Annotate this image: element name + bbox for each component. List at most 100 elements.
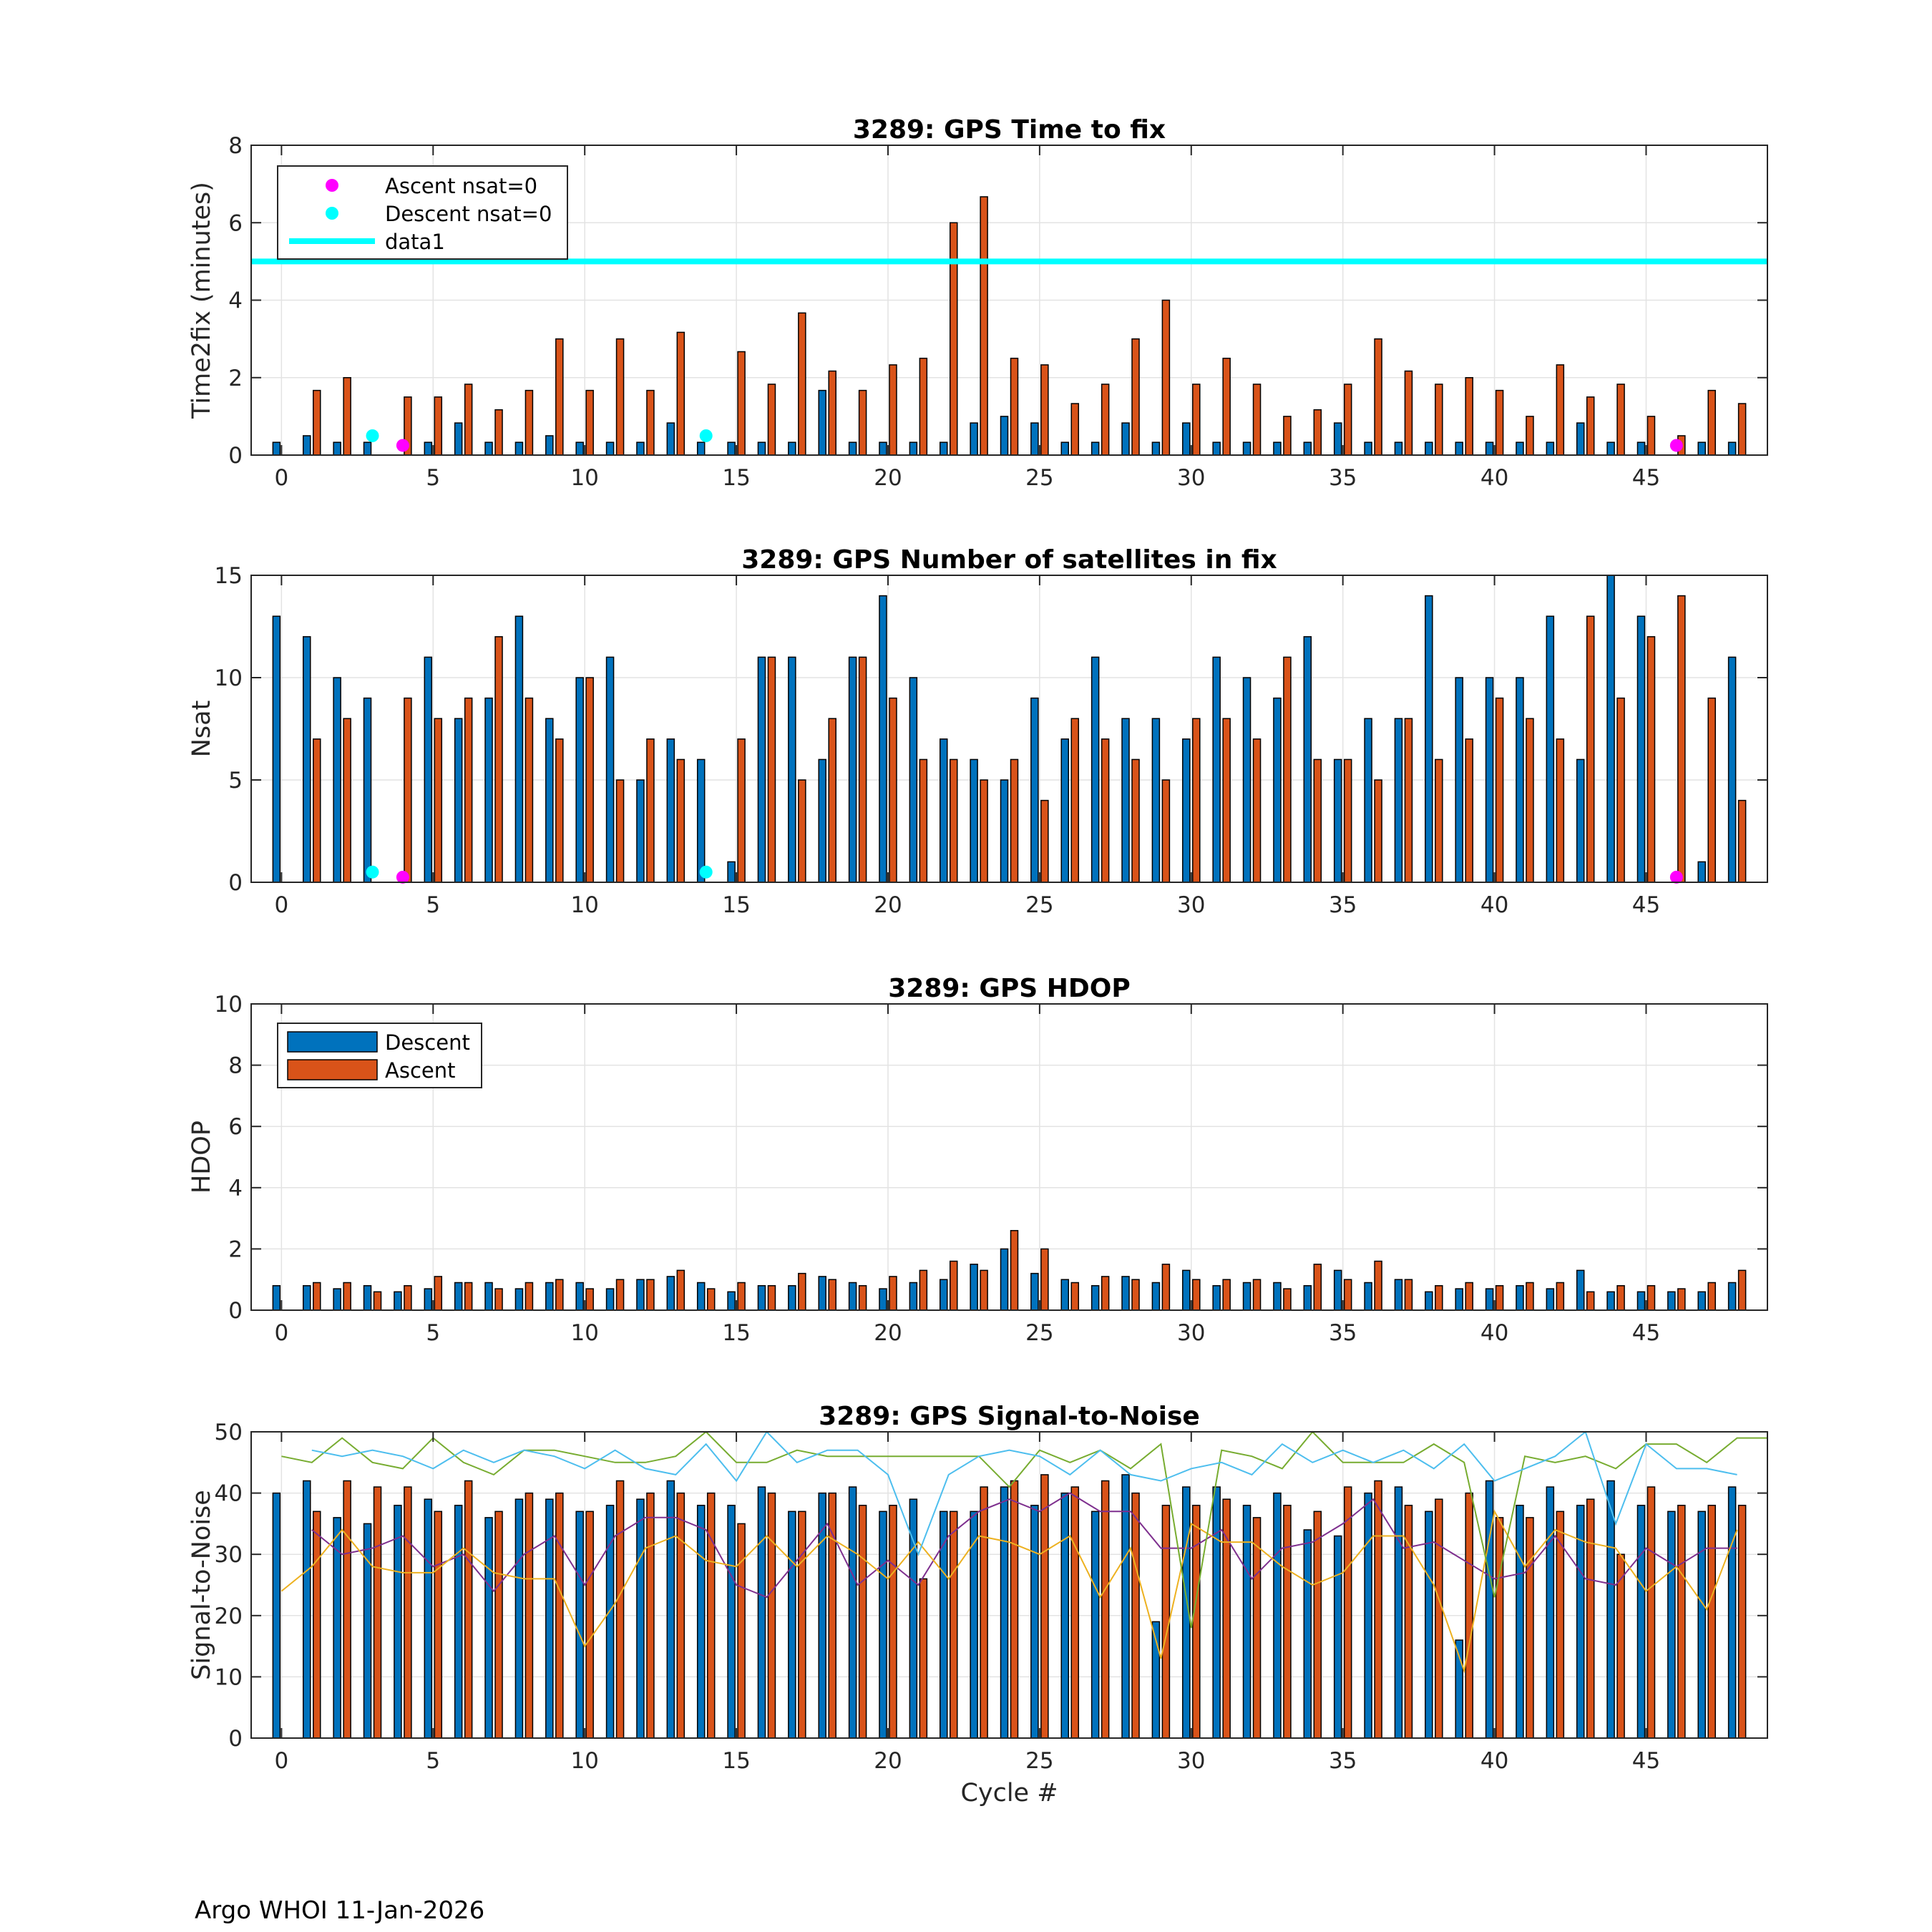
descent-bar [1364, 1492, 1372, 1739]
descent-bar [1151, 441, 1161, 456]
ascent-bar [828, 370, 836, 456]
chart-title: 3289: GPS HDOP [888, 974, 1131, 1003]
ascent-bar [1161, 1264, 1171, 1311]
snr-line [281, 1430, 1767, 1629]
descent-bar [727, 1291, 736, 1311]
ascent-bar [1161, 779, 1171, 883]
ascent-bar [1526, 1282, 1534, 1311]
descent-bar [1394, 718, 1403, 883]
panel-4: 0 5 10 15 20 25 30 35 40 45 0 10 20 30 40 50 3289: GPS S… [187, 1402, 1768, 1807]
ascent-bar [858, 389, 867, 456]
ascent-bar [1646, 1285, 1656, 1311]
ascent-bar [919, 758, 928, 883]
descent-bar [1516, 677, 1524, 883]
ascent-bar [980, 1269, 988, 1311]
descent-bar [1212, 1486, 1221, 1739]
ascent-bar [464, 1282, 473, 1311]
ascent-bar [1010, 1480, 1019, 1739]
descent-bar [757, 1285, 766, 1311]
ascent-bar [313, 1511, 321, 1739]
descent-bar [1121, 718, 1130, 883]
ascent-bar [343, 1480, 351, 1739]
ascent-bar [1374, 1260, 1382, 1311]
ascent-bar [949, 758, 958, 883]
descent-bar [1425, 441, 1433, 456]
descent-bar [272, 1492, 281, 1739]
descent-bar [1727, 1282, 1737, 1311]
ascent-bar [1010, 357, 1019, 456]
descent-bar [636, 1279, 645, 1311]
ascent-bar [1556, 364, 1565, 456]
descent-bar [363, 441, 372, 456]
legend-label: Ascent nsat=0 [385, 174, 537, 198]
ascent-bar [1374, 338, 1382, 456]
descent-bar [1516, 441, 1524, 456]
ascent-bar [1252, 738, 1262, 883]
x-tick-label: 40 [1480, 892, 1508, 918]
ascent-bar [404, 1285, 412, 1311]
ascent-bar [313, 389, 321, 456]
x-tick-label: 15 [722, 1320, 750, 1346]
ascent-bar [494, 409, 503, 456]
legend-hdop: Descent Ascent [277, 1023, 482, 1088]
ascent-bar [525, 1492, 534, 1739]
descent-bar [1576, 422, 1585, 456]
descent-bar [1425, 1511, 1433, 1739]
ascent-bar [1707, 1504, 1716, 1739]
descent-bar [1273, 1492, 1282, 1739]
ascent-bar [828, 718, 836, 883]
ascent-bar [767, 1285, 776, 1311]
descent-bar [1030, 697, 1039, 883]
ascent-bar [1343, 1279, 1352, 1311]
ascent-bar [1435, 758, 1443, 883]
descent-bar [1364, 441, 1372, 456]
descent-bar [1030, 1504, 1039, 1739]
ascent-bar [767, 656, 776, 883]
ascent-bar [858, 656, 867, 883]
descent-bar [1030, 1272, 1039, 1311]
x-tick-label: 35 [1329, 465, 1357, 491]
nsat-zero-marker [366, 429, 379, 442]
ascent-bar [434, 1511, 443, 1739]
descent-bar [363, 1285, 372, 1311]
ascent-bar [555, 1279, 564, 1311]
ascent-bar [1465, 377, 1473, 456]
descent-bar [1455, 1288, 1463, 1311]
ascent-bar [646, 389, 655, 456]
ascent-bar [1131, 1492, 1140, 1739]
x-tick-label: 10 [570, 465, 598, 491]
snr-line [311, 1492, 1737, 1599]
descent-bar [1697, 1511, 1706, 1739]
descent-bar [939, 738, 948, 883]
legend-label: data1 [385, 230, 445, 254]
ascent-bar [889, 1276, 897, 1311]
descent-bar [484, 1517, 493, 1739]
ascent-bar [1313, 758, 1322, 883]
descent-bar [575, 1511, 584, 1739]
ascent-bar [1040, 1248, 1049, 1311]
ascent-bar [798, 779, 806, 883]
ascent-bar [615, 779, 625, 883]
descent-bar [970, 758, 978, 883]
descent-bar [1546, 615, 1555, 883]
ascent-bar [1343, 758, 1352, 883]
y-tick-label: 40 [215, 1481, 243, 1507]
ascent-bar [1707, 389, 1716, 456]
ascent-bar [1161, 299, 1171, 456]
x-tick-label: 35 [1329, 1748, 1357, 1774]
x-tick-label: 10 [570, 1748, 598, 1774]
ascent-bar [1586, 1498, 1595, 1739]
x-tick-label: 0 [275, 1320, 289, 1346]
ascent-bar [525, 389, 534, 456]
ascent-bar [373, 1291, 382, 1311]
descent-bar [788, 441, 796, 456]
descent-bar [1303, 1285, 1312, 1311]
descent-bar [1303, 1529, 1312, 1739]
ascent-bar [1283, 656, 1292, 883]
descent-bar [1576, 1269, 1585, 1311]
descent-bar [1697, 1291, 1706, 1311]
descent-bar [575, 677, 584, 883]
descent-bar [454, 1504, 463, 1739]
descent-bar [1333, 1269, 1342, 1311]
descent-bar [939, 1511, 948, 1739]
